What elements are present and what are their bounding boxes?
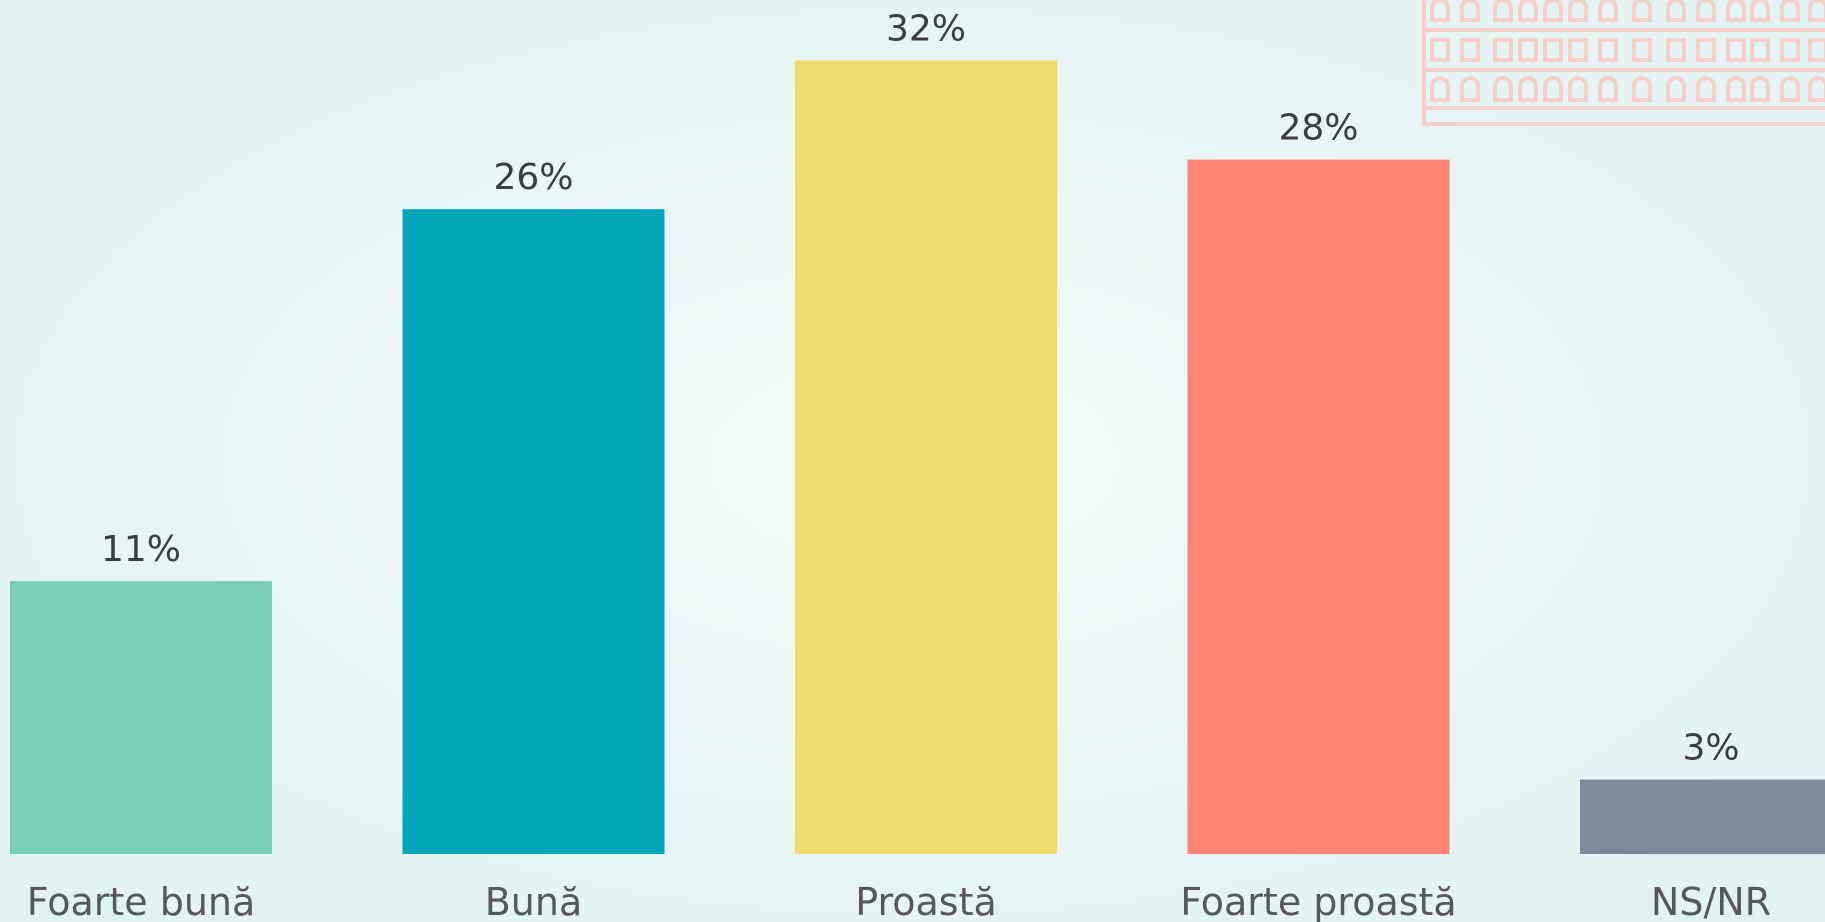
value-label-1: 26% [493,157,573,198]
value-label-4: 3% [1682,728,1739,769]
value-label-2: 32% [886,8,966,49]
bar-1 [402,209,665,854]
watermark-window-low-4 [1543,76,1563,102]
watermark-window-low-9 [1696,76,1716,102]
value-label-3: 28% [1278,108,1358,149]
watermark-window-mid-10 [1726,38,1746,62]
watermark-window-mid-12 [1780,38,1800,62]
watermark-window-mid-1 [1460,38,1480,62]
value-label-0: 11% [101,529,181,570]
bar-4 [1580,779,1825,854]
watermark-window-top-7 [1632,0,1652,22]
category-label-4: NS/NR [1651,880,1771,922]
watermark-window-top-2 [1493,0,1513,22]
watermark-window-mid-11 [1750,38,1770,62]
watermark-window-top-11 [1750,0,1770,22]
watermark-window-low-8 [1666,76,1686,102]
watermark-window-low-12 [1780,76,1800,102]
watermark-window-top-8 [1666,0,1686,22]
watermark-window-low-11 [1750,76,1770,102]
watermark-window-mid-4 [1543,38,1563,62]
watermark-window-low-5 [1568,76,1588,102]
watermark-outline [1422,0,1825,126]
watermark-window-top-6 [1598,0,1618,22]
watermark-window-low-2 [1493,76,1513,102]
bars-layer [10,60,1825,855]
watermark-window-mid-13 [1808,38,1825,62]
bar-2 [795,60,1057,854]
bar-0 [10,581,272,854]
watermark-window-low-1 [1460,76,1480,102]
value-labels-layer: 11% 26% 32% 28% 3% [101,8,1740,768]
watermark-window-low-3 [1518,76,1538,102]
watermark-window-low-10 [1726,76,1746,102]
watermark-window-mid-5 [1568,38,1588,62]
watermark-window-low-6 [1598,76,1618,102]
watermark-window-top-10 [1726,0,1746,22]
bar-3 [1187,159,1450,855]
watermark-window-mid-2 [1493,38,1513,62]
watermark-window-mid-7 [1632,38,1652,62]
watermark-window-low-0 [1430,76,1450,102]
watermark-window-top-13 [1808,0,1825,22]
category-label-3: Foarte proastă [1180,880,1456,922]
category-label-2: Proastă [855,880,997,922]
watermark-window-top-12 [1780,0,1800,22]
watermark-window-mid-3 [1518,38,1538,62]
watermark-window-mid-0 [1430,38,1450,62]
building-facade-icon [1422,0,1825,126]
watermark-window-low-13 [1808,76,1825,102]
watermark-window-top-5 [1568,0,1588,22]
watermark-window-top-9 [1696,0,1716,22]
category-label-0: Foarte bună [27,880,256,922]
category-label-1: Bună [485,880,583,922]
watermark-window-top-3 [1518,0,1538,22]
watermark-window-top-4 [1543,0,1563,22]
watermark-window-low-7 [1632,76,1652,102]
watermark-window-top-1 [1460,0,1480,22]
category-labels-layer: Foarte bună Bună Proastă Foarte proastă NS/N… [27,880,1771,922]
watermark-window-top-0 [1430,0,1450,22]
watermark-window-mid-8 [1666,38,1686,62]
watermark-window-mid-9 [1696,38,1716,62]
watermark-window-mid-6 [1598,38,1618,62]
